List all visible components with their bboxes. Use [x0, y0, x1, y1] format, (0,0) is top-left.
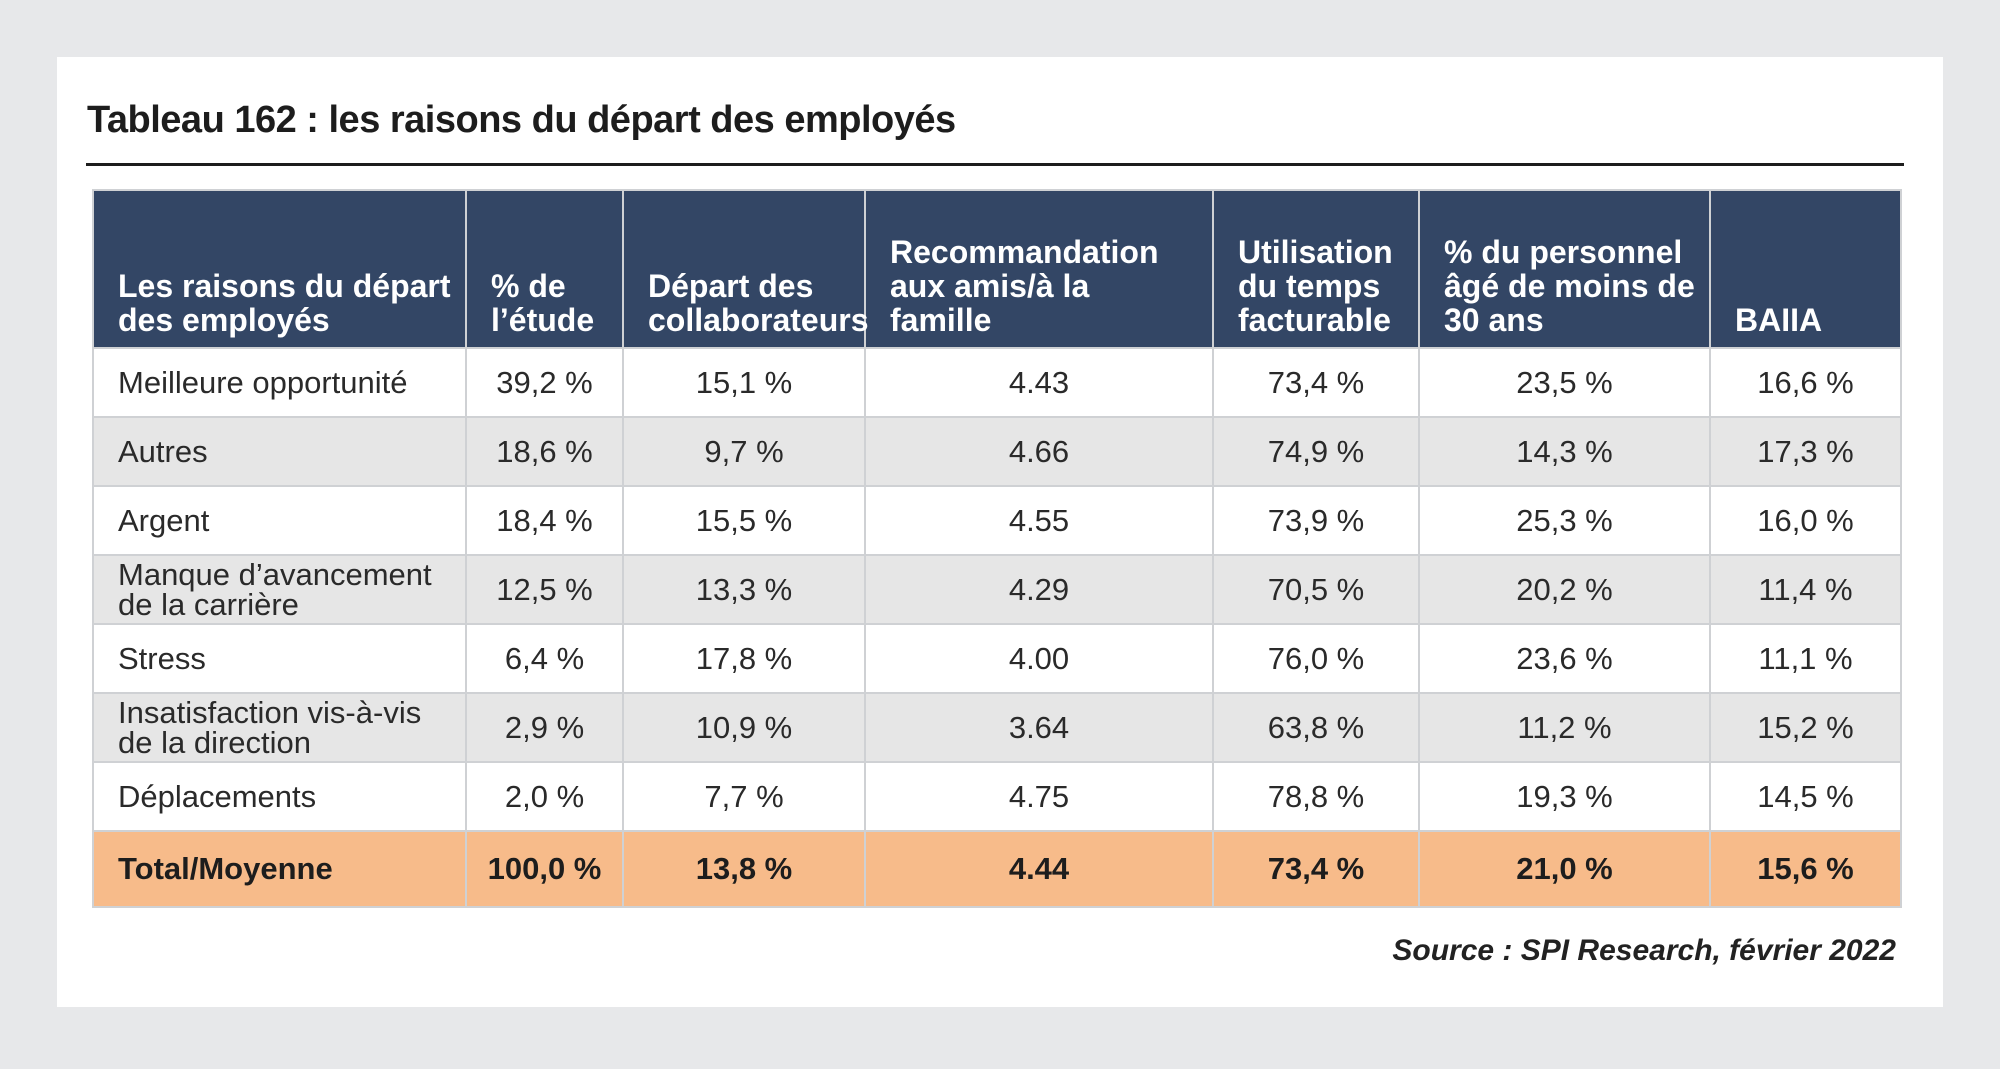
table-cell: 25,3 % — [1418, 485, 1711, 556]
table-cell: 13,3 % — [622, 554, 866, 625]
table-cell: 9,7 % — [622, 416, 866, 487]
table-cell: 16,0 % — [1709, 485, 1902, 556]
table-cell: 18,4 % — [465, 485, 624, 556]
table-cell: 2,0 % — [465, 761, 624, 832]
column-header: % du personnel âgé de moins de 30 ans — [1418, 189, 1711, 349]
table-cell: 63,8 % — [1212, 692, 1420, 763]
table-cell: 11,4 % — [1709, 554, 1902, 625]
table-row: Déplacements 2,0 % 7,7 % 4.75 78,8 % 19,… — [92, 761, 1902, 832]
table-cell: 78,8 % — [1212, 761, 1420, 832]
total-cell: 15,6 % — [1709, 830, 1902, 908]
row-label: Autres — [92, 416, 467, 487]
table-cell: 17,3 % — [1709, 416, 1902, 487]
total-cell: 13,8 % — [622, 830, 866, 908]
table-cell: 15,1 % — [622, 347, 866, 418]
table-cell: 4.55 — [864, 485, 1214, 556]
column-header: Départ des collaborateurs — [622, 189, 869, 349]
table-cell: 20,2 % — [1418, 554, 1711, 625]
total-cell: 100,0 % — [465, 830, 624, 908]
table-cell: 16,6 % — [1709, 347, 1902, 418]
table-cell: 4.00 — [864, 623, 1214, 694]
total-row: Total/Moyenne 100,0 % 13,8 % 4.44 73,4 %… — [92, 830, 1902, 908]
column-header: % de l’étude — [465, 189, 624, 349]
table-row: Manque d’avancement de la carrière 12,5 … — [92, 554, 1902, 625]
table-row: Stress 6,4 % 17,8 % 4.00 76,0 % 23,6 % 1… — [92, 623, 1902, 694]
table-cell: 4.43 — [864, 347, 1214, 418]
table-cell: 74,9 % — [1212, 416, 1420, 487]
table-cell: 23,5 % — [1418, 347, 1711, 418]
row-label: Meilleure opportunité — [92, 347, 467, 418]
table-cell: 10,9 % — [622, 692, 866, 763]
source-note: Source : SPI Research, février 2022 — [1392, 934, 1896, 967]
table-cell: 6,4 % — [465, 623, 624, 694]
row-label: Insatisfaction vis-à-vis de la direction — [92, 692, 467, 763]
table-cell: 4.75 — [864, 761, 1214, 832]
column-header: BAIIA — [1709, 189, 1902, 349]
table-cell: 4.66 — [864, 416, 1214, 487]
table-cell: 11,1 % — [1709, 623, 1902, 694]
report-card: Tableau 162 : les raisons du départ des … — [57, 57, 1943, 1007]
title-divider — [86, 163, 1904, 166]
column-header: Les raisons du départ des employés — [92, 189, 467, 349]
table-cell: 4.29 — [864, 554, 1214, 625]
table-cell: 3.64 — [864, 692, 1214, 763]
table-cell: 23,6 % — [1418, 623, 1711, 694]
total-cell: 73,4 % — [1212, 830, 1420, 908]
total-label: Total/Moyenne — [92, 830, 467, 908]
table-cell: 7,7 % — [622, 761, 866, 832]
row-label: Argent — [92, 485, 467, 556]
table-cell: 14,3 % — [1418, 416, 1711, 487]
table-cell: 19,3 % — [1418, 761, 1711, 832]
row-label: Stress — [92, 623, 467, 694]
data-table: Les raisons du départ des employés % de … — [92, 189, 1902, 908]
table-cell: 11,2 % — [1418, 692, 1711, 763]
table-title: Tableau 162 : les raisons du départ des … — [87, 99, 956, 141]
table-row: Meilleure opportunité 39,2 % 15,1 % 4.43… — [92, 347, 1902, 418]
table-cell: 12,5 % — [465, 554, 624, 625]
table-cell: 15,5 % — [622, 485, 866, 556]
column-header: Recommandation aux amis/à la famille — [864, 189, 1214, 349]
table-row: Argent 18,4 % 15,5 % 4.55 73,9 % 25,3 % … — [92, 485, 1902, 556]
table-cell: 76,0 % — [1212, 623, 1420, 694]
table-row: Insatisfaction vis-à-vis de la direction… — [92, 692, 1902, 763]
row-label: Manque d’avancement de la carrière — [92, 554, 467, 625]
table-cell: 39,2 % — [465, 347, 624, 418]
total-cell: 4.44 — [864, 830, 1214, 908]
table-cell: 15,2 % — [1709, 692, 1902, 763]
table-row: Autres 18,6 % 9,7 % 4.66 74,9 % 14,3 % 1… — [92, 416, 1902, 487]
total-cell: 21,0 % — [1418, 830, 1711, 908]
table-cell: 18,6 % — [465, 416, 624, 487]
table-cell: 17,8 % — [622, 623, 866, 694]
table-cell: 73,4 % — [1212, 347, 1420, 418]
column-header: Utilisation du temps facturable — [1212, 189, 1420, 349]
header-row: Les raisons du départ des employés % de … — [92, 189, 1902, 349]
row-label: Déplacements — [92, 761, 467, 832]
table-cell: 70,5 % — [1212, 554, 1420, 625]
table-cell: 73,9 % — [1212, 485, 1420, 556]
table-cell: 2,9 % — [465, 692, 624, 763]
table-cell: 14,5 % — [1709, 761, 1902, 832]
